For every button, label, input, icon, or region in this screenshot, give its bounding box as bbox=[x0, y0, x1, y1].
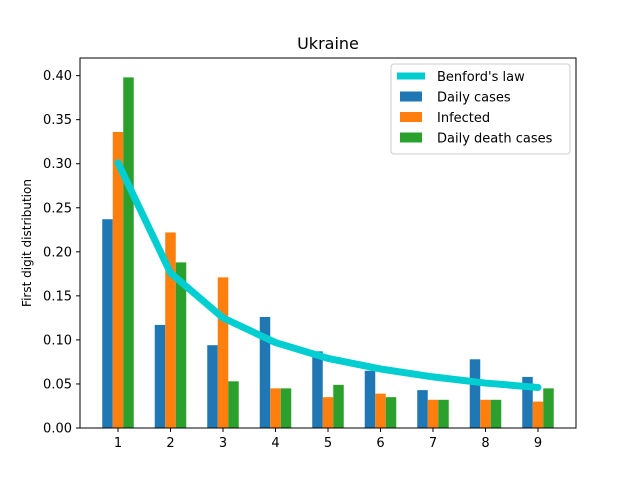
chart-title: Ukraine bbox=[297, 34, 359, 53]
bar bbox=[175, 262, 187, 428]
bar bbox=[438, 399, 449, 428]
bar bbox=[270, 388, 281, 428]
bar bbox=[490, 399, 502, 428]
y-tick-label: 0.40 bbox=[43, 69, 72, 84]
bar bbox=[259, 317, 271, 428]
y-tick-label: 0.00 bbox=[43, 422, 72, 437]
legend-swatch bbox=[400, 132, 422, 143]
bar bbox=[217, 277, 229, 428]
bar bbox=[165, 232, 176, 428]
y-tick-label: 0.20 bbox=[43, 245, 72, 260]
legend-box bbox=[390, 63, 571, 155]
benford-line-layer bbox=[114, 159, 542, 391]
axes-layer: 1 2 3 4 5 6 7 8 9 0.00 0.05 0.10 0.15 0.20 0.25 0.30 0.3… bbox=[43, 57, 577, 451]
bar bbox=[522, 376, 533, 428]
x-tick-label: 1 bbox=[114, 436, 122, 451]
bar bbox=[364, 370, 376, 428]
x-tick-label: 9 bbox=[534, 436, 542, 451]
bar bbox=[123, 77, 134, 428]
legend: Benford's law Daily cases Infected Daily de… bbox=[390, 63, 571, 155]
y-tick-label: 0.10 bbox=[43, 333, 72, 348]
legend-label: Benford's law bbox=[437, 70, 525, 85]
bar bbox=[112, 132, 124, 428]
bar bbox=[417, 390, 428, 428]
x-tick-label: 6 bbox=[376, 436, 384, 451]
bars-layer bbox=[102, 77, 554, 428]
bar bbox=[280, 388, 292, 428]
bar bbox=[312, 351, 323, 428]
x-tick-label: 2 bbox=[166, 436, 174, 451]
x-tick-label: 3 bbox=[219, 436, 227, 451]
bar bbox=[532, 401, 544, 428]
bar bbox=[543, 388, 554, 428]
y-tick-label: 0.35 bbox=[43, 113, 72, 128]
x-tick-label: 4 bbox=[271, 436, 279, 451]
legend-label: Daily death cases bbox=[437, 132, 553, 147]
bar bbox=[207, 345, 218, 428]
bar bbox=[375, 393, 386, 428]
y-tick-label: 0.15 bbox=[43, 289, 72, 304]
bar bbox=[228, 381, 239, 428]
bar bbox=[322, 397, 334, 428]
legend-swatch bbox=[400, 112, 422, 122]
y-axis-label: First digit distribution bbox=[20, 179, 34, 307]
x-tick-label: 7 bbox=[429, 436, 437, 451]
bar bbox=[469, 359, 481, 428]
bar bbox=[154, 324, 166, 428]
bar bbox=[480, 399, 491, 428]
bar bbox=[333, 384, 344, 428]
legend-swatch bbox=[400, 91, 422, 102]
legend-label: Daily cases bbox=[437, 91, 511, 106]
y-tick-label: 0.25 bbox=[43, 201, 72, 216]
x-tick-label: 8 bbox=[481, 436, 489, 451]
y-tick-label: 0.30 bbox=[43, 157, 72, 172]
x-tick-label: 5 bbox=[324, 436, 332, 451]
benford-line bbox=[114, 159, 542, 391]
bar bbox=[102, 219, 113, 428]
bar bbox=[385, 397, 397, 428]
bar bbox=[427, 399, 439, 428]
y-tick-label: 0.05 bbox=[43, 377, 72, 392]
legend-label: Infected bbox=[437, 111, 490, 126]
